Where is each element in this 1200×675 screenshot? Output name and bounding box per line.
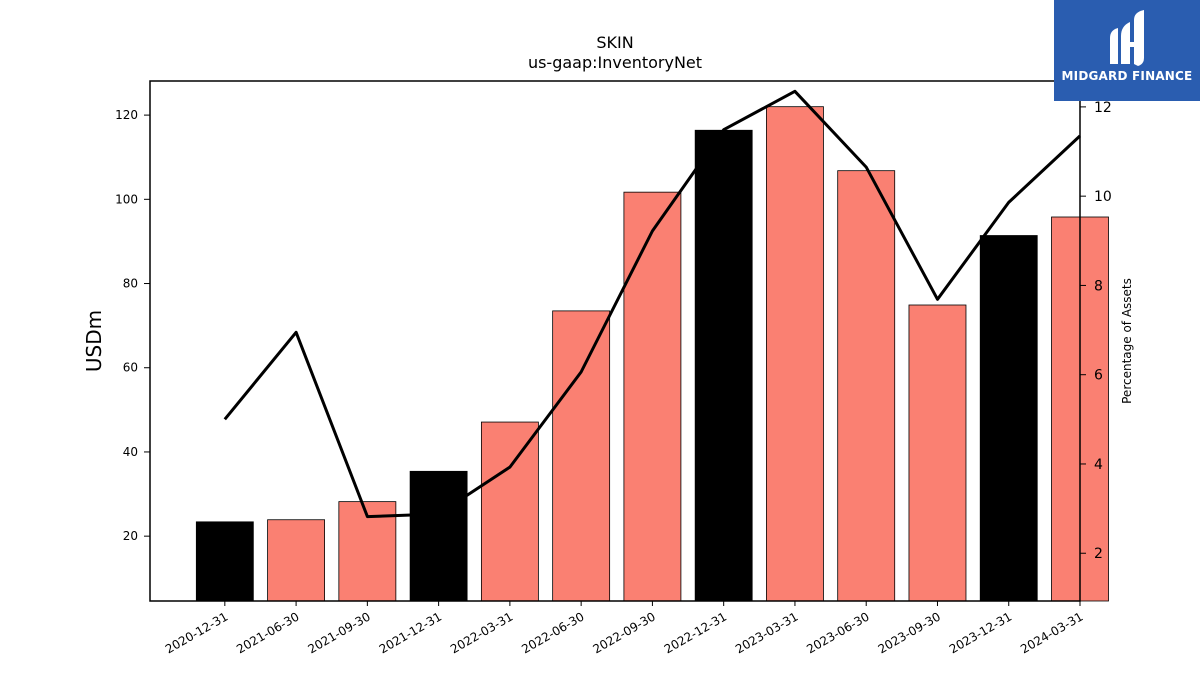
y2-tick-label: 12 [1094,100,1112,116]
bar-2022-12-31 [694,129,753,602]
y2-tick-label: 2 [1094,546,1103,562]
x-tick-label: 2023-06-30 [804,609,871,656]
percentage-line [223,89,1082,519]
y-tick-label: 20 [123,529,138,543]
bar-2023-03-31 [766,106,824,602]
x-tick-label: 2021-06-30 [234,609,301,656]
bar-2023-09-30 [908,304,967,602]
y2-axis-label: Percentage of Assets [1120,278,1134,404]
x-tick-label: 2024-03-31 [1018,609,1085,656]
x-tick-label: 2023-09-30 [876,609,943,656]
y-tick-label: 60 [123,361,138,375]
x-tick-label: 2022-09-30 [591,609,658,656]
bar-2022-06-30 [552,310,611,602]
x-tick-label: 2023-03-31 [733,609,800,656]
x-tick-label: 2022-06-30 [519,609,586,656]
y2-tick-label: 6 [1094,368,1103,384]
y2-tick-label: 4 [1094,457,1103,473]
bar-2023-06-30 [837,170,896,602]
midgard-finance-logo: MIDGARD FINANCE [1054,0,1200,101]
y-axis-label: USDm [82,310,106,372]
logo-text: MIDGARD FINANCE [1061,69,1193,83]
x-tick-label: 2022-03-31 [448,609,515,656]
bar-2020-12-31 [195,521,254,602]
x-tick-label: 2022-12-31 [662,609,729,656]
bar-2023-12-31 [979,235,1038,602]
chart-subtitle: us-gaap:InventoryNet [528,53,702,72]
y2-tick-label: 10 [1094,189,1112,205]
bar-2022-09-30 [623,191,682,602]
y-tick-label: 40 [123,445,138,459]
bar-2021-06-30 [267,519,325,602]
y-tick-label: 80 [123,277,138,291]
chart-title: SKIN [596,33,633,52]
x-tick-label: 2021-09-30 [305,609,372,656]
y2-tick-label: 8 [1094,278,1103,294]
bar-2021-12-31 [409,470,468,602]
midgard-logo-icon [1110,10,1144,66]
x-tick-label: 2023-12-31 [947,609,1014,656]
bar-2022-03-31 [480,421,539,602]
bar-2021-09-30 [338,501,397,602]
y-tick-label: 100 [115,192,138,206]
y-tick-label: 120 [115,108,138,122]
plot-frame [149,80,1081,602]
x-tick-label: 2020-12-31 [163,609,230,656]
x-tick-label: 2021-12-31 [377,609,444,656]
